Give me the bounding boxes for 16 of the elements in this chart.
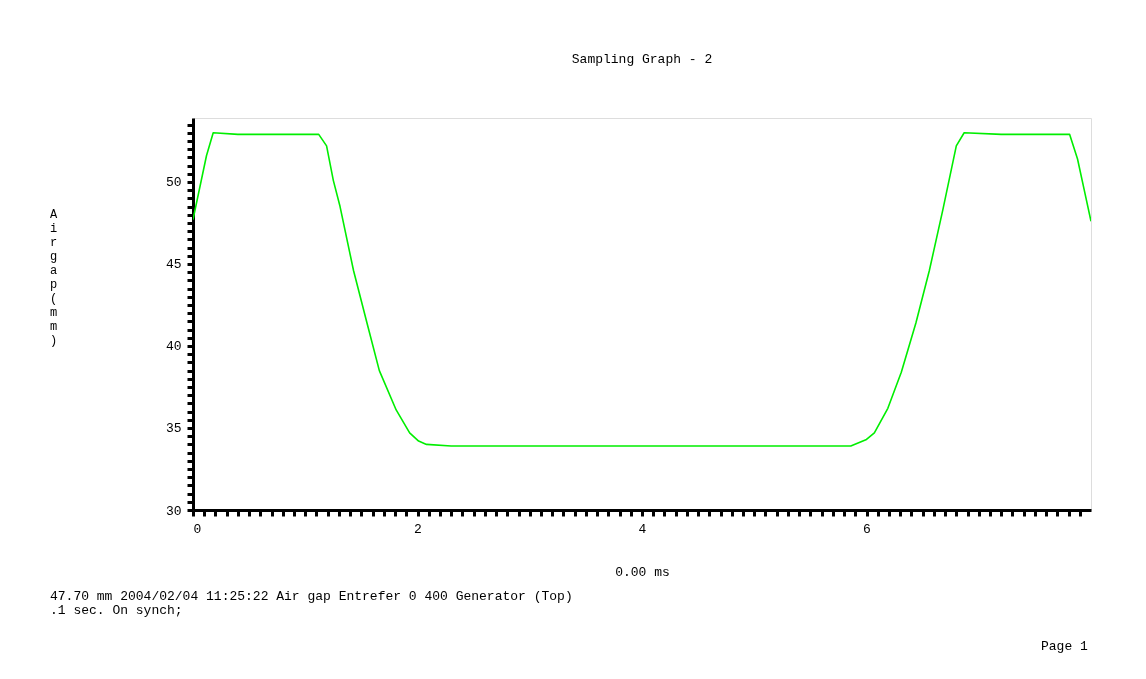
text: Page 1 (1041, 639, 1089, 654)
chart-title: Sampling Graph - 2 (571, 52, 713, 67)
x-axis-title: 0.00 ms (615, 564, 670, 580)
y-tick-label: 50 (165, 175, 182, 191)
text: Air gap (mm) (49, 207, 58, 348)
text: .1 sec. On synch; (50, 603, 183, 618)
x-tick-label: 2 (414, 521, 422, 537)
x-tick-label: 0 (193, 521, 202, 537)
y-tick-label: 30 (165, 503, 182, 519)
x-tick-label: 6 (863, 521, 871, 537)
line-series (193, 131, 1091, 447)
y-tick-label: 45 (165, 257, 182, 273)
y-tick-label: 35 (165, 421, 182, 437)
text: 47.70 mm 2004/02/04 11:25:22 Air gap Entrefer 0 400 Generator (Top) (50, 589, 573, 604)
x-tick-label: 4 (638, 521, 647, 537)
y-tick-label: 40 (165, 339, 182, 355)
